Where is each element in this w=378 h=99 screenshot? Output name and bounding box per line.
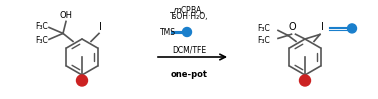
Text: TsOH·H₂O,: TsOH·H₂O,: [170, 12, 208, 21]
Circle shape: [299, 75, 310, 86]
Text: O: O: [289, 22, 296, 32]
Text: TMS: TMS: [160, 28, 176, 37]
Circle shape: [76, 75, 87, 86]
Circle shape: [183, 28, 192, 37]
Circle shape: [347, 24, 356, 33]
Text: I: I: [99, 22, 101, 32]
Text: F₃C: F₃C: [257, 24, 270, 33]
Text: F₃C: F₃C: [257, 36, 270, 45]
Text: one-pot: one-pot: [170, 70, 208, 79]
Text: $\it{m}$CPBA,: $\it{m}$CPBA,: [173, 4, 205, 16]
Text: DCM/TFE: DCM/TFE: [172, 45, 206, 54]
Text: F₃C: F₃C: [35, 22, 48, 31]
Text: F₃C: F₃C: [35, 36, 48, 45]
Text: I: I: [321, 22, 324, 32]
Text: OH: OH: [59, 11, 73, 20]
